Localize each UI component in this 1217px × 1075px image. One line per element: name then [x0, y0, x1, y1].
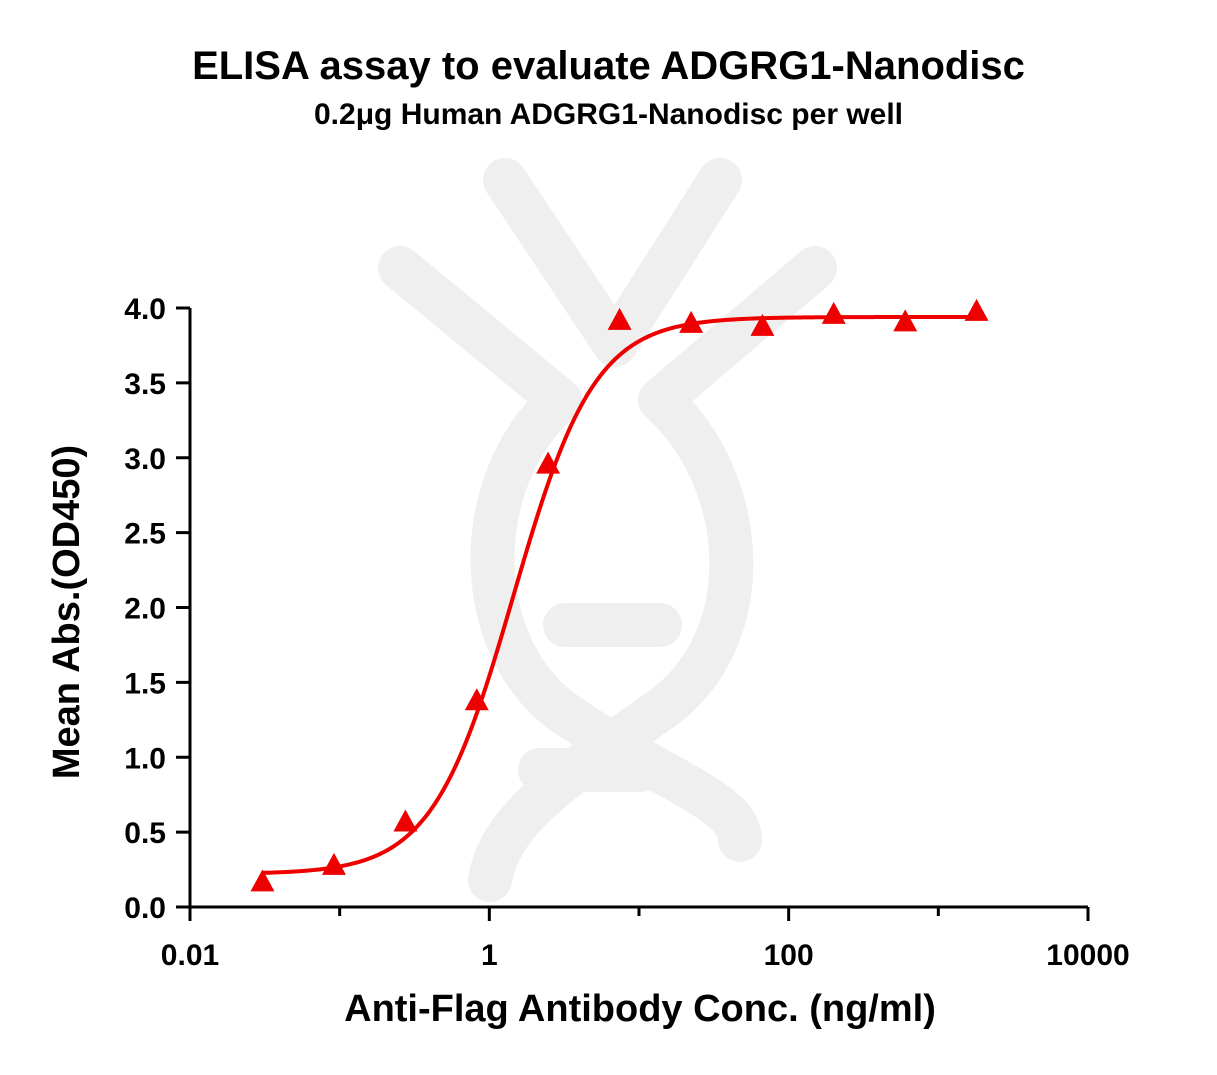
data-point [321, 852, 346, 875]
data-point [393, 809, 418, 832]
chart-subtitle: 0.2μg Human ADGRG1-Nanodisc per well [313, 98, 904, 131]
y-tick-label: 1.0 [124, 742, 166, 775]
y-tick-label: 3.0 [124, 443, 166, 476]
data-point [464, 688, 489, 711]
data-point [250, 869, 275, 892]
y-tick-label: 2.0 [124, 593, 166, 626]
y-tick-label: 0.5 [124, 817, 166, 850]
chart-title: ELISA assay to evaluate ADGRG1-Nanodisc [192, 44, 1025, 88]
fit-curve-layer [262, 314, 977, 875]
data-point [893, 309, 918, 332]
fit-curve [262, 314, 977, 875]
data-point [536, 451, 561, 474]
y-tick-label: 2.5 [124, 518, 166, 551]
data-point [679, 310, 704, 333]
y-tick-label: 4.0 [124, 293, 166, 326]
data-point [821, 301, 846, 324]
y-tick-label: 3.5 [124, 368, 166, 401]
points-layer [250, 298, 989, 892]
data-point [750, 313, 775, 336]
data-point [607, 307, 632, 330]
y-tick-label: 1.5 [124, 667, 166, 700]
data-point [964, 298, 989, 321]
axes: 0.0 0.5 1.0 1.5 2.0 2.5 3.0 3.5 4.0 0.01 1 100 10000 [124, 293, 1129, 972]
y-tick-label: 0.0 [124, 892, 166, 925]
watermark-dna-icon [378, 158, 837, 902]
x-tick-label: 0.01 [161, 939, 219, 972]
x-axis-label: Anti-Flag Antibody Conc. (ng/ml) [344, 988, 936, 1030]
y-axis-label: Mean Abs.(OD450) [46, 444, 88, 780]
x-tick-label: 100 [764, 939, 814, 972]
x-tick-label: 1 [481, 939, 498, 972]
x-tick-label: 10000 [1046, 939, 1129, 972]
